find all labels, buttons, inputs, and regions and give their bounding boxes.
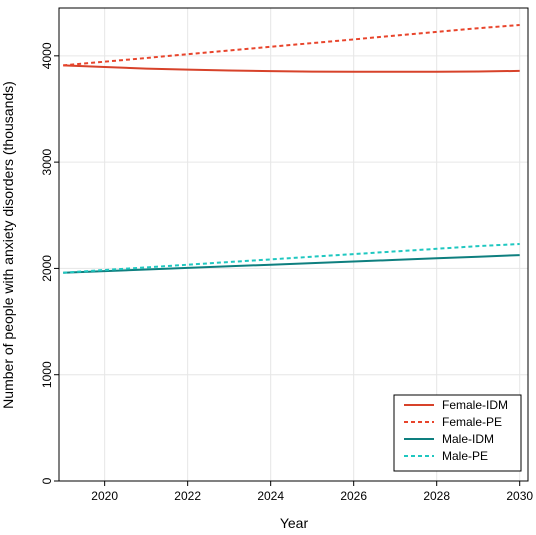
- x-tick-label: 2028: [423, 489, 450, 503]
- y-tick-label: 0: [40, 477, 54, 484]
- y-tick-label: 2000: [40, 255, 54, 282]
- y-tick-label: 4000: [40, 42, 54, 69]
- legend-box: [393, 394, 522, 472]
- x-axis-ticks: 2020 2022 2024 2026 2028 2030: [91, 481, 533, 503]
- y-tick-label: 1000: [40, 361, 54, 388]
- legend-label-female-idm: Female-IDM: [442, 398, 508, 412]
- plot-frame: [58, 7, 529, 482]
- legend-label-male-pe: Male-PE: [442, 449, 488, 463]
- y-axis-label: Number of people with anxiety disorders …: [0, 81, 16, 409]
- series-line-male-pe: [63, 243, 520, 274]
- x-axis-label: Year: [280, 515, 309, 531]
- x-tick-label: 2022: [174, 489, 201, 503]
- x-tick-label: 2030: [506, 489, 533, 503]
- x-tick-label: 2024: [257, 489, 284, 503]
- legend-label-male-idm: Male-IDM: [442, 432, 494, 446]
- y-axis-ticks: 0 1000 2000 3000 4000: [40, 42, 59, 484]
- x-tick-label: 2020: [91, 489, 118, 503]
- series-layer: [63, 24, 520, 274]
- legend: Female-IDM Female-PE Male-IDM Male-PE: [393, 394, 522, 472]
- y-tick-label: 3000: [40, 148, 54, 175]
- x-tick-label: 2026: [340, 489, 367, 503]
- series-line-female-idm: [63, 64, 520, 73]
- series-line-female-pe: [63, 24, 520, 67]
- legend-label-female-pe: Female-PE: [442, 415, 502, 429]
- series-line-male-idm: [63, 254, 520, 274]
